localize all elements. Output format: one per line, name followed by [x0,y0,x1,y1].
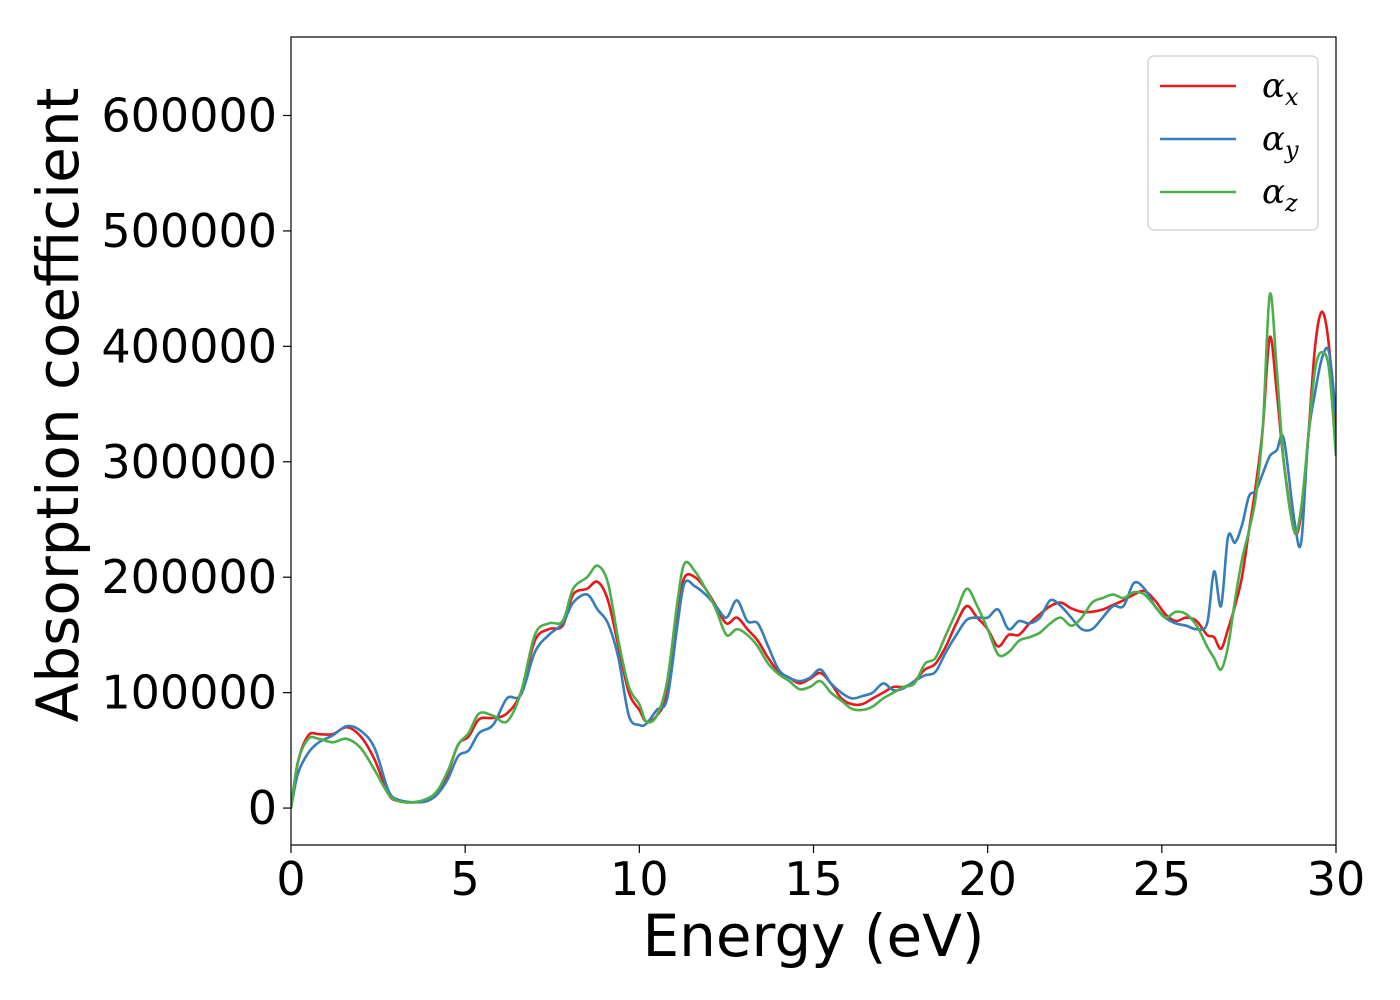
y-tick-label: 100000 [101,666,277,720]
legend-box [1147,55,1319,231]
y-tick-label: 400000 [101,319,277,373]
series-line-y [291,346,1336,809]
y-axis-title: Absorption coefficient [24,88,92,723]
x-axis-title: Energy (eV) [642,902,984,970]
y-tick-label: 200000 [101,550,277,604]
x-tick-label: 20 [958,852,1017,906]
x-tick-label: 10 [610,852,669,906]
y-tick-label: 500000 [101,204,277,258]
x-tick-label: 5 [451,852,480,906]
legend-label-y: αy [1262,119,1299,164]
legend-label-x: αx [1262,66,1299,111]
x-tick-label: 30 [1307,852,1366,906]
legend: αx αy αz [1147,55,1319,231]
series-line-z [291,292,1336,809]
y-tick-label: 300000 [101,435,277,489]
x-tick-label: 25 [1133,852,1192,906]
x-tick-label: 0 [276,852,305,906]
y-axis-ticks: 0 100000 200000 300000 400000 500000 600000 [101,88,291,835]
legend-label-z: αz [1262,172,1298,217]
x-tick-label: 15 [784,852,843,906]
x-axis-ticks: 0 5 10 15 20 25 30 [276,845,1365,906]
y-tick-label: 0 [248,781,277,835]
series-line-x [291,310,1336,809]
series-layer [291,292,1336,809]
y-tick-label: 600000 [101,88,277,142]
